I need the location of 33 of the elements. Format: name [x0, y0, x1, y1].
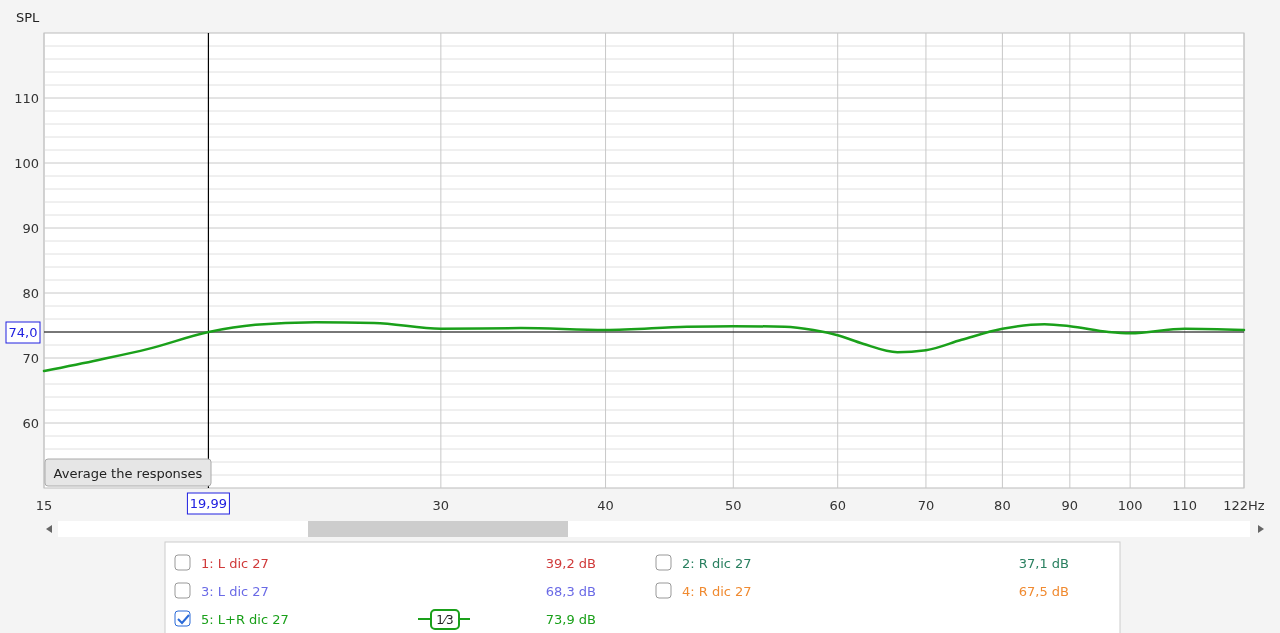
- text: 1: L dic 27: [201, 556, 269, 571]
- ref-line-label: 74,0: [8, 325, 38, 340]
- y-tick-label: 60: [22, 415, 39, 431]
- x-tick-label: 90: [1061, 498, 1079, 513]
- text: 73,9 dB: [545, 612, 596, 627]
- x-tick-label: 40: [597, 498, 614, 513]
- x-tick-label: 122Hz: [1223, 498, 1265, 513]
- y-tick-label: 100: [14, 155, 39, 171]
- text: 3: L dic 27: [201, 584, 269, 599]
- x-tick-label: 110: [1172, 498, 1198, 513]
- y-axis-title: SPL: [16, 10, 41, 25]
- text: 5: L+R dic 27: [201, 612, 289, 627]
- text: 39,2 dB: [545, 556, 596, 571]
- annotation: Average the responses: [53, 466, 203, 481]
- text: 4: R dic 27: [682, 584, 752, 599]
- ref-line-label: 19,99: [189, 496, 228, 511]
- y-tick-label: 90: [22, 220, 39, 236]
- average-button: Average the responses: [44, 458, 212, 487]
- x-tick-label: 50: [725, 498, 742, 513]
- text: 68,3 dB: [545, 584, 596, 599]
- text: 37,1 dB: [1018, 556, 1069, 571]
- x-tick-label: 100: [1117, 498, 1143, 513]
- x-tick-label: 70: [917, 498, 935, 513]
- y-tick-label: 80: [22, 285, 39, 301]
- text: 67,5 dB: [1018, 584, 1069, 599]
- y-tick-label: 110: [14, 90, 39, 106]
- y-tick-label: 70: [22, 350, 39, 366]
- text: 2: R dic 27: [682, 556, 752, 571]
- x-tick-label: 30: [432, 498, 450, 513]
- x-tick-label: 15: [35, 498, 53, 513]
- text: 1⁄3: [436, 613, 454, 627]
- x-tick-label: 80: [994, 498, 1011, 513]
- x-tick-label: 60: [829, 498, 846, 513]
